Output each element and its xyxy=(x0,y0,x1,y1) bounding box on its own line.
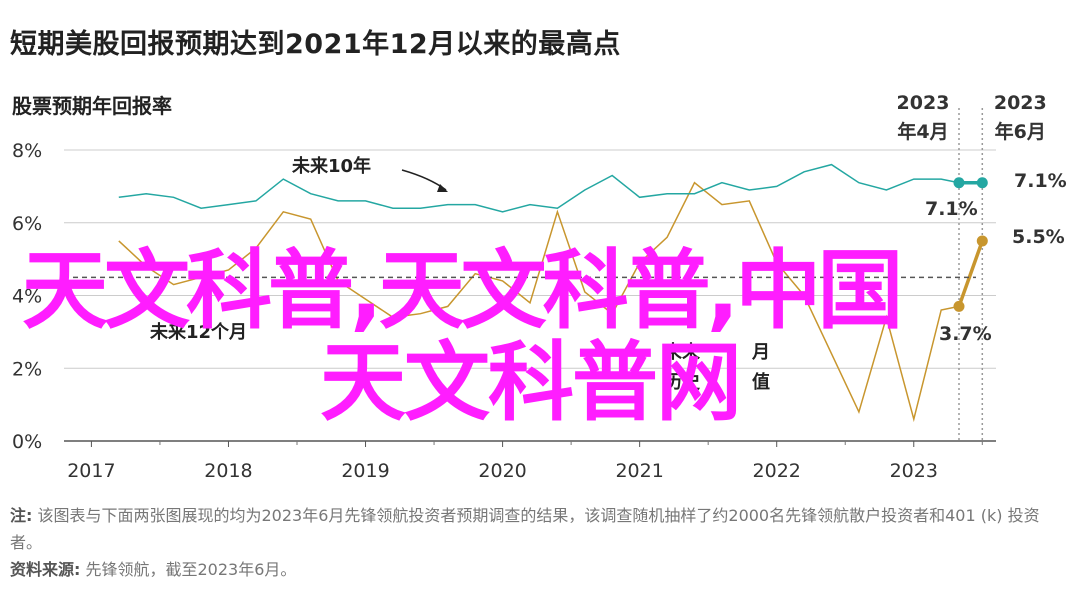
april-marker-year: 2023 xyxy=(897,92,950,114)
x-tick-label: 2018 xyxy=(204,460,252,482)
date-markers: 2023 年4月 2023 年6月 xyxy=(897,92,1047,441)
label-partial-2: 月 xyxy=(751,342,770,363)
y-tick-label: 6% xyxy=(12,213,42,235)
label-partial-3: 历史 xyxy=(664,371,701,393)
x-axis: 2017 2018 2019 2020 2021 2022 2023 xyxy=(64,440,996,482)
gold-june-point xyxy=(976,235,988,247)
x-tick-label: 2022 xyxy=(753,460,801,482)
teal-april-value: 7.1% xyxy=(925,198,978,220)
gold-june-value: 5.5% xyxy=(1012,226,1065,248)
y-axis-ticks: 0% 2% 4% 6% 8% xyxy=(12,140,42,453)
note-text: 该图表与下面两张图展现的均为2023年6月先锋领航投资者预期调查的结果，该调查随… xyxy=(10,506,1040,552)
june-marker-year: 2023 xyxy=(994,92,1047,114)
label-partial-1: 未来 xyxy=(664,342,701,363)
teal-april-point xyxy=(953,177,965,189)
y-tick-label: 0% xyxy=(12,431,42,453)
x-tick-label: 2017 xyxy=(67,460,115,482)
series-lines xyxy=(118,163,988,423)
teal-june-value: 7.1% xyxy=(1014,170,1067,192)
x-tick-label: 2019 xyxy=(341,460,389,482)
gold-april-value: 3.7% xyxy=(939,323,992,345)
june-marker-month: 年6月 xyxy=(995,120,1046,143)
line-chart: 0% 2% 4% 6% 8% 2017 2018 2019 2020 2021 2022 2023 … xyxy=(12,92,1067,482)
series-line-next-10-years xyxy=(118,163,983,213)
chart-subtitle: 股票预期年回报率 xyxy=(12,94,172,118)
y-tick-label: 2% xyxy=(12,358,42,380)
x-tick-label: 2020 xyxy=(478,460,526,482)
source-line: 资料来源: 先锋领航，截至2023年6月。 xyxy=(10,556,1070,583)
gold-april-point xyxy=(953,300,965,312)
gridlines xyxy=(64,149,996,369)
label-next-10-years: 未来10年 xyxy=(292,155,371,177)
chart-notes: 注: 该图表与下面两张图展现的均为2023年6月先锋领航投资者预期调查的结果，该… xyxy=(10,502,1070,583)
arrowhead-next-10-years xyxy=(437,184,448,192)
note-head: 注: xyxy=(10,506,33,525)
series-line-next-12-months xyxy=(118,181,984,423)
chart-title: 短期美股回报预期达到2021年12月以来的最高点 xyxy=(10,29,621,60)
april-marker-month: 年4月 xyxy=(897,120,948,143)
gold-final-segment xyxy=(957,240,984,307)
y-tick-label: 8% xyxy=(12,140,42,162)
x-tick-label: 2021 xyxy=(615,460,663,482)
label-partial-4: 值 xyxy=(752,371,770,393)
teal-june-point xyxy=(976,177,988,189)
x-tick-label: 2023 xyxy=(890,460,938,482)
label-next-12-months: 未来12个月 xyxy=(150,321,247,343)
y-tick-label: 4% xyxy=(12,286,42,308)
note-line: 注: 该图表与下面两张图展现的均为2023年6月先锋领航投资者预期调查的结果，该… xyxy=(10,502,1070,556)
source-head: 资料来源: xyxy=(10,560,81,579)
source-text: 先锋领航，截至2023年6月。 xyxy=(80,560,297,579)
